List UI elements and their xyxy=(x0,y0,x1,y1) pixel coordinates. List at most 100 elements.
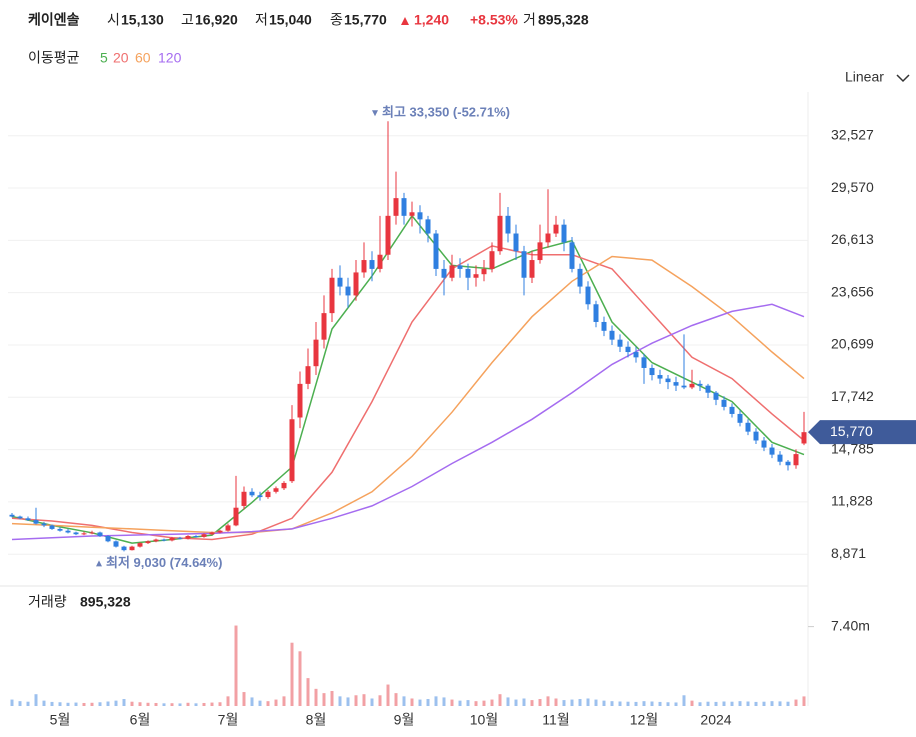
candle-body xyxy=(185,536,191,539)
candle-body xyxy=(345,286,351,296)
candle-body xyxy=(329,277,335,314)
y-tick-label: 26,613 xyxy=(831,231,874,247)
candle-body xyxy=(353,272,359,296)
candle-body xyxy=(745,422,751,432)
y-tick-label: 23,656 xyxy=(831,283,874,299)
y-tick-label: 17,742 xyxy=(831,388,874,404)
volume-bar xyxy=(626,701,630,706)
candle-body xyxy=(217,530,223,533)
y-tick-label: 20,699 xyxy=(831,336,874,352)
moving-average-line xyxy=(11,255,805,534)
volume-bar xyxy=(658,701,662,706)
volume-bar xyxy=(66,702,70,706)
candle-body xyxy=(441,268,447,278)
scale-mode[interactable]: Linear xyxy=(845,69,884,85)
candle-body xyxy=(193,536,199,538)
candle-body xyxy=(281,482,287,489)
candle-body xyxy=(793,454,799,466)
volume-bar xyxy=(754,701,758,706)
y-tick-label: 29,570 xyxy=(831,179,874,195)
candle-body xyxy=(529,260,535,278)
volume-bar xyxy=(322,693,326,706)
candle-body xyxy=(777,454,783,462)
volume-bar xyxy=(18,701,22,706)
candle-body xyxy=(769,447,775,455)
low-value: 15,040 xyxy=(269,12,312,28)
x-tick-label: 5월 xyxy=(50,712,71,728)
volume-value: 895,328 xyxy=(538,12,589,28)
candle-body xyxy=(553,224,559,234)
volume-bar xyxy=(26,701,30,706)
candle-body xyxy=(9,514,15,517)
volume-bar xyxy=(314,688,318,706)
y-tick-label: 8,871 xyxy=(831,545,866,561)
volume-bar xyxy=(578,699,582,706)
candle-body xyxy=(481,268,487,275)
volume-bar xyxy=(730,701,734,706)
volume-bar xyxy=(442,697,446,706)
volume-bar xyxy=(722,701,726,706)
candle-body xyxy=(425,219,431,234)
candle-body xyxy=(57,528,63,531)
volume-bar xyxy=(634,701,638,706)
candle-body xyxy=(633,352,639,358)
change-value: 1,240 xyxy=(414,12,449,28)
candle-body xyxy=(241,491,247,506)
volume-bar xyxy=(138,702,142,706)
candle-body xyxy=(697,383,703,386)
volume-bar xyxy=(98,702,102,706)
volume-bar xyxy=(410,698,414,706)
volume-bar xyxy=(554,698,558,706)
volume-current: 895,328 xyxy=(80,594,131,610)
candle-body xyxy=(289,419,295,482)
candle-body xyxy=(49,525,55,529)
candle-body xyxy=(385,215,391,255)
volume-bar xyxy=(434,696,438,706)
candle-body xyxy=(209,532,215,535)
volume-bar xyxy=(602,700,606,706)
volume-bar xyxy=(402,696,406,706)
candle-body xyxy=(761,440,767,448)
candle-body xyxy=(409,212,415,216)
volume-bar xyxy=(130,701,134,706)
volume-bar xyxy=(186,702,190,706)
candle-body xyxy=(801,432,807,444)
current-price-tag xyxy=(808,420,916,445)
volume-bar xyxy=(258,700,262,706)
candle-body xyxy=(577,268,583,287)
candle-body xyxy=(737,413,743,423)
volume-bar xyxy=(242,692,246,706)
volume-bar xyxy=(362,694,366,706)
open-label: 시 xyxy=(107,12,120,28)
legend-entry: 120 xyxy=(158,50,182,66)
candle-body xyxy=(33,520,39,524)
candle-body xyxy=(729,406,735,414)
volume-bar xyxy=(154,702,158,706)
volume-bar xyxy=(618,701,622,706)
candle-body xyxy=(169,537,175,541)
dropdown-icon[interactable] xyxy=(896,74,910,83)
candle-body xyxy=(145,541,151,544)
volume-bar xyxy=(802,696,806,706)
volume-bar xyxy=(290,642,294,706)
x-tick-label: 9월 xyxy=(394,712,415,728)
low-label: 저 xyxy=(255,12,268,28)
volume-bar xyxy=(762,701,766,706)
volume-bar xyxy=(394,693,398,706)
candle-body xyxy=(73,532,79,535)
volume-bar xyxy=(58,702,62,706)
x-tick-label: 2024 xyxy=(700,712,731,728)
candle-body xyxy=(201,534,207,537)
volume-bar xyxy=(418,699,422,706)
candle-body xyxy=(297,383,303,418)
x-tick-label: 8월 xyxy=(306,712,327,728)
volume-bar xyxy=(346,697,350,706)
volume-bar xyxy=(706,701,710,706)
candle-body xyxy=(233,507,239,526)
candle-body xyxy=(545,233,551,243)
volume-bar xyxy=(546,696,550,706)
volume-bar xyxy=(210,702,214,706)
volume-bar xyxy=(146,702,150,706)
scale-toggle[interactable]: Linear xyxy=(845,69,910,85)
legend-entry: 20 xyxy=(113,50,129,66)
